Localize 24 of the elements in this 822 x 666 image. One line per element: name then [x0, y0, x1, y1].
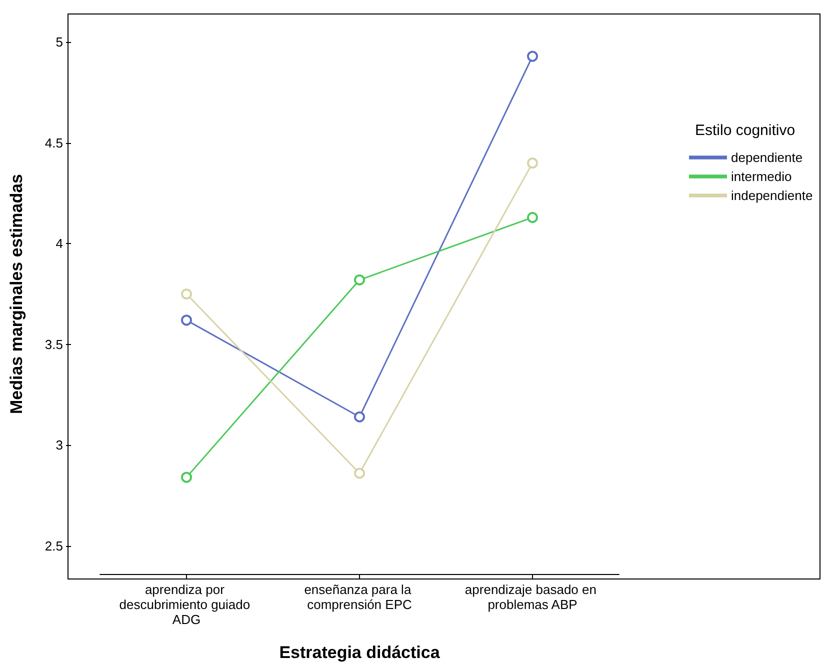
point: [527, 158, 538, 169]
y-tick-label: 2.5: [44, 538, 63, 554]
point: [354, 274, 365, 286]
point: [527, 50, 538, 62]
point: [354, 468, 365, 479]
legend-label: intermedio: [731, 169, 792, 184]
point: [181, 288, 192, 300]
point: [181, 314, 192, 326]
y-tick-label: 5: [56, 34, 63, 50]
x-tick-label: aprendizaje basado en problemas ABP: [464, 582, 600, 612]
y-tick-label: 3.5: [44, 336, 63, 352]
x-tick-label: aprendiza por descubrimiento guiado ADG: [119, 582, 254, 627]
point: [527, 212, 538, 223]
point: [181, 472, 192, 483]
legend-title: Estilo cognitivo: [695, 122, 796, 139]
y-axis-title: Medias marginales estimadas: [7, 174, 26, 414]
legend-label: dependiente: [731, 150, 803, 165]
legend-label: independiente: [731, 188, 813, 203]
y-tick-label: 4.5: [44, 135, 63, 150]
x-tick-label: enseñanza para la comprensión EPC: [304, 582, 415, 612]
y-tick-label: 4: [56, 236, 63, 252]
x-axis-title: Estrategia didáctica: [279, 643, 440, 662]
point: [354, 411, 365, 422]
y-tick-label: 3: [56, 438, 63, 453]
